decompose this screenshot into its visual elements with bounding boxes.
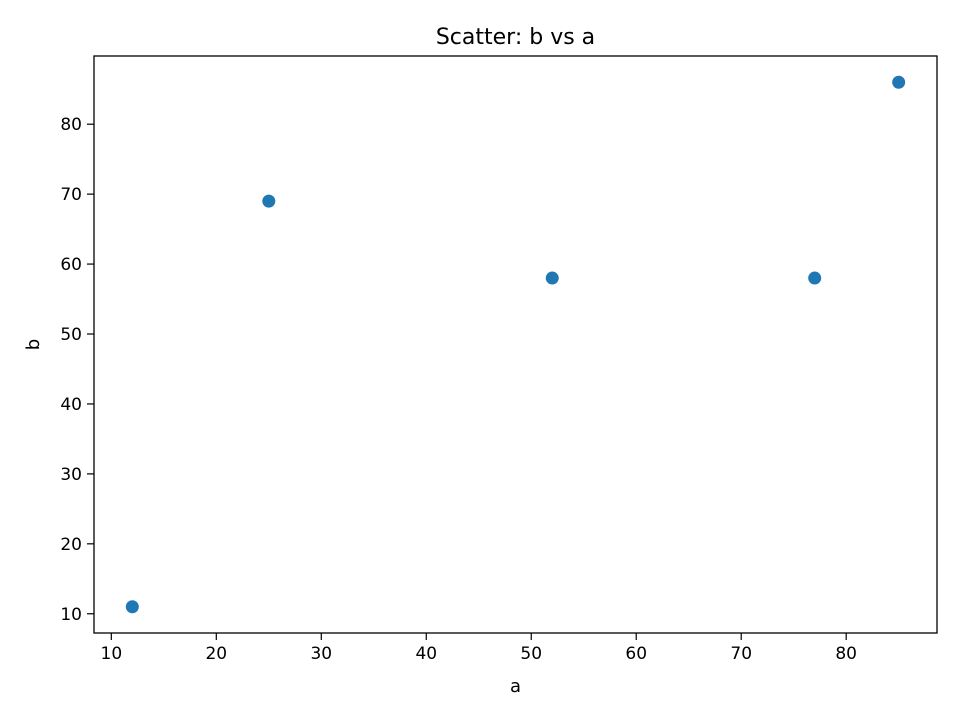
y-axis-ticks: 10 20 30 40 50 60 70 80 (60, 115, 94, 625)
scatter-point (262, 194, 276, 208)
x-axis-label: a (510, 676, 521, 697)
scatter-point (545, 271, 559, 285)
scatter-point (125, 600, 139, 614)
x-tick-label: 20 (205, 644, 227, 664)
y-tick-label: 10 (60, 605, 82, 625)
y-tick-label: 70 (60, 185, 82, 205)
y-tick-label: 50 (60, 325, 82, 345)
x-tick-label: 70 (730, 644, 752, 664)
x-axis-ticks: 10 20 30 40 50 60 70 80 (101, 633, 857, 664)
plot-area-frame (93, 55, 938, 634)
y-tick-label: 60 (60, 255, 82, 275)
y-tick-label: 20 (60, 535, 82, 555)
data-points (125, 75, 906, 614)
scatter-point (892, 75, 906, 89)
y-axis-label: b (23, 339, 44, 350)
scatter-point (808, 271, 822, 285)
x-tick-label: 30 (310, 644, 332, 664)
y-tick-label: 30 (60, 465, 82, 485)
x-tick-label: 50 (520, 644, 542, 664)
y-tick-label: 80 (60, 115, 82, 135)
x-tick-label: 40 (415, 644, 437, 664)
chart-title: Scatter: b vs a (436, 25, 595, 50)
y-tick-label: 40 (60, 395, 82, 415)
x-tick-label: 80 (835, 644, 857, 664)
x-tick-label: 60 (625, 644, 647, 664)
x-tick-label: 10 (101, 644, 123, 664)
